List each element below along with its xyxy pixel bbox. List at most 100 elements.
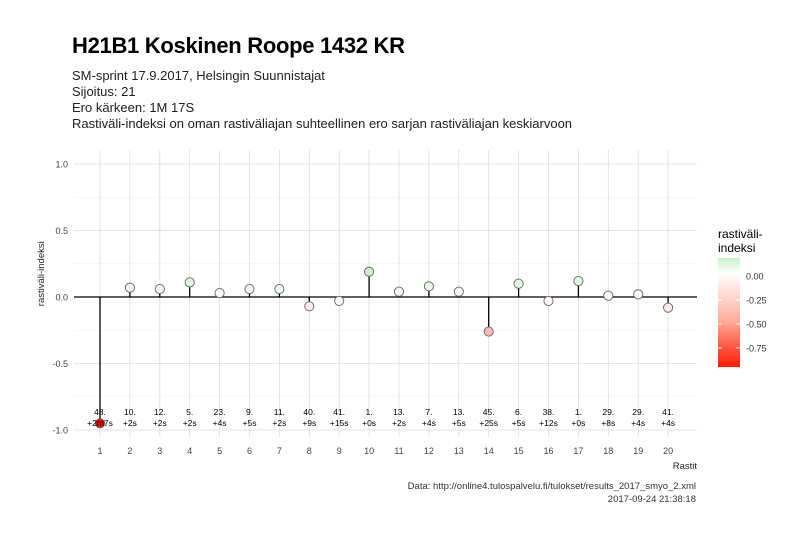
y-tick-label: -1.0 — [52, 426, 68, 436]
y-tick-label: 1.0 — [55, 160, 68, 170]
lollipop-point — [94, 418, 106, 429]
diff-label: +4s — [213, 418, 227, 428]
lollipop-point — [513, 278, 524, 289]
rank-label: 13. — [453, 407, 465, 417]
rank-label: 7. — [425, 407, 432, 417]
rank-label: 23. — [214, 407, 226, 417]
x-tick-label: 1 — [97, 446, 102, 456]
legend-tick-label: 0.00 — [746, 272, 764, 282]
y-tick-label: -0.5 — [52, 359, 68, 369]
rank-label: 29. — [602, 407, 614, 417]
chart-title: H21B1 Koskinen Roope 1432 KR — [72, 33, 405, 58]
x-tick-label: 19 — [633, 446, 643, 456]
lollipop-point — [633, 289, 644, 300]
lollipop-point — [124, 282, 135, 293]
x-tick-label: 2 — [127, 446, 132, 456]
x-tick-label: 8 — [307, 446, 312, 456]
rank-label: 12. — [154, 407, 166, 417]
diff-label: +0s — [362, 418, 376, 428]
lollipop-point — [423, 281, 434, 292]
rank-label: 9. — [246, 407, 253, 417]
diff-label: +2s — [183, 418, 197, 428]
rank-label: 13. — [393, 407, 405, 417]
diff-label: +2s — [123, 418, 137, 428]
y-axis-title: rastiväli-indeksi — [36, 241, 47, 306]
subtitle-rank: Sijoitus: 21 — [72, 84, 136, 99]
legend-title: rastiväli- — [718, 227, 763, 241]
lollipop-point — [274, 283, 285, 295]
rank-label: 40. — [303, 407, 315, 417]
y-tick-label: 0.0 — [55, 293, 68, 303]
x-tick-label: 9 — [337, 446, 342, 456]
diff-label: +5s — [452, 418, 466, 428]
x-tick-label: 11 — [394, 446, 403, 456]
x-axis-title: Rastit — [673, 461, 698, 472]
rank-label: 41. — [662, 407, 674, 417]
lollipop-point — [334, 295, 345, 307]
x-tick-label: 12 — [424, 446, 434, 456]
data-source-caption: Data: http://online4.tulospalvelu.fi/tul… — [407, 481, 696, 492]
diff-label: +5s — [512, 418, 526, 428]
lollipop-point — [244, 283, 255, 295]
diff-label: +12s — [539, 418, 558, 428]
lollipop-point — [184, 277, 195, 288]
rank-label: 48. — [94, 407, 106, 417]
diff-label: +2s — [272, 418, 286, 428]
rank-label: 11. — [274, 407, 285, 417]
rank-label: 38. — [543, 407, 555, 417]
rank-label: 1. — [366, 407, 373, 417]
lollipop-point — [543, 295, 554, 307]
diff-label: +2m7s — [87, 418, 113, 428]
diff-label: +25s — [479, 418, 498, 428]
x-tick-label: 20 — [663, 446, 673, 456]
diff-label: +4s — [422, 418, 436, 428]
diff-label: +4s — [661, 418, 675, 428]
legend-tick-label: -0.25 — [746, 296, 767, 306]
lollipop-point — [453, 286, 464, 297]
lollipop-point — [663, 302, 674, 313]
lollipop-point — [483, 326, 494, 337]
x-tick-label: 16 — [543, 446, 553, 456]
diff-label: +9s — [302, 418, 316, 428]
x-tick-label: 5 — [217, 446, 222, 456]
legend-title: indeksi — [718, 241, 755, 255]
subtitle-description: Rastiväli-indeksi on oman rastiväliajan … — [72, 116, 573, 131]
subtitle-gap: Ero kärkeen: 1M 17S — [72, 100, 195, 115]
rank-label: 5. — [186, 407, 193, 417]
x-tick-label: 3 — [157, 446, 162, 456]
lollipop-point — [393, 286, 405, 297]
rank-label: 6. — [515, 407, 522, 417]
rank-label: 45. — [483, 407, 495, 417]
rank-label: 29. — [632, 407, 644, 417]
rank-label: 1. — [575, 407, 582, 417]
x-tick-label: 18 — [603, 446, 613, 456]
legend-tick-label: -0.50 — [746, 319, 767, 329]
diff-label: +5s — [243, 418, 257, 428]
diff-label: +0s — [571, 418, 585, 428]
timestamp-caption: 2017-09-24 21:38:18 — [607, 494, 696, 505]
rank-label: 10. — [124, 407, 136, 417]
lollipop-point — [154, 283, 165, 295]
x-tick-label: 7 — [277, 446, 282, 456]
diff-label: +4s — [631, 418, 645, 428]
diff-label: +2s — [392, 418, 406, 428]
subtitle-event: SM-sprint 17.9.2017, Helsingin Suunnista… — [72, 68, 325, 83]
x-tick-label: 17 — [573, 446, 583, 456]
x-tick-label: 4 — [187, 446, 192, 456]
lollipop-point — [364, 266, 375, 277]
rank-label: 41. — [333, 407, 345, 417]
legend-tick-label: -0.75 — [746, 343, 767, 353]
diff-label: +2s — [153, 418, 167, 428]
x-tick-label: 6 — [247, 446, 252, 456]
lollipop-point — [214, 287, 225, 299]
y-tick-label: 0.5 — [55, 226, 68, 236]
x-tick-label: 15 — [514, 446, 524, 456]
lollipop-point — [304, 301, 315, 312]
x-tick-label: 14 — [484, 446, 494, 456]
legend-colorbar — [718, 258, 740, 367]
diff-label: +8s — [601, 418, 615, 428]
diff-label: +15s — [330, 418, 349, 428]
lollipop-point — [573, 275, 584, 287]
lollipop-point — [603, 290, 614, 301]
